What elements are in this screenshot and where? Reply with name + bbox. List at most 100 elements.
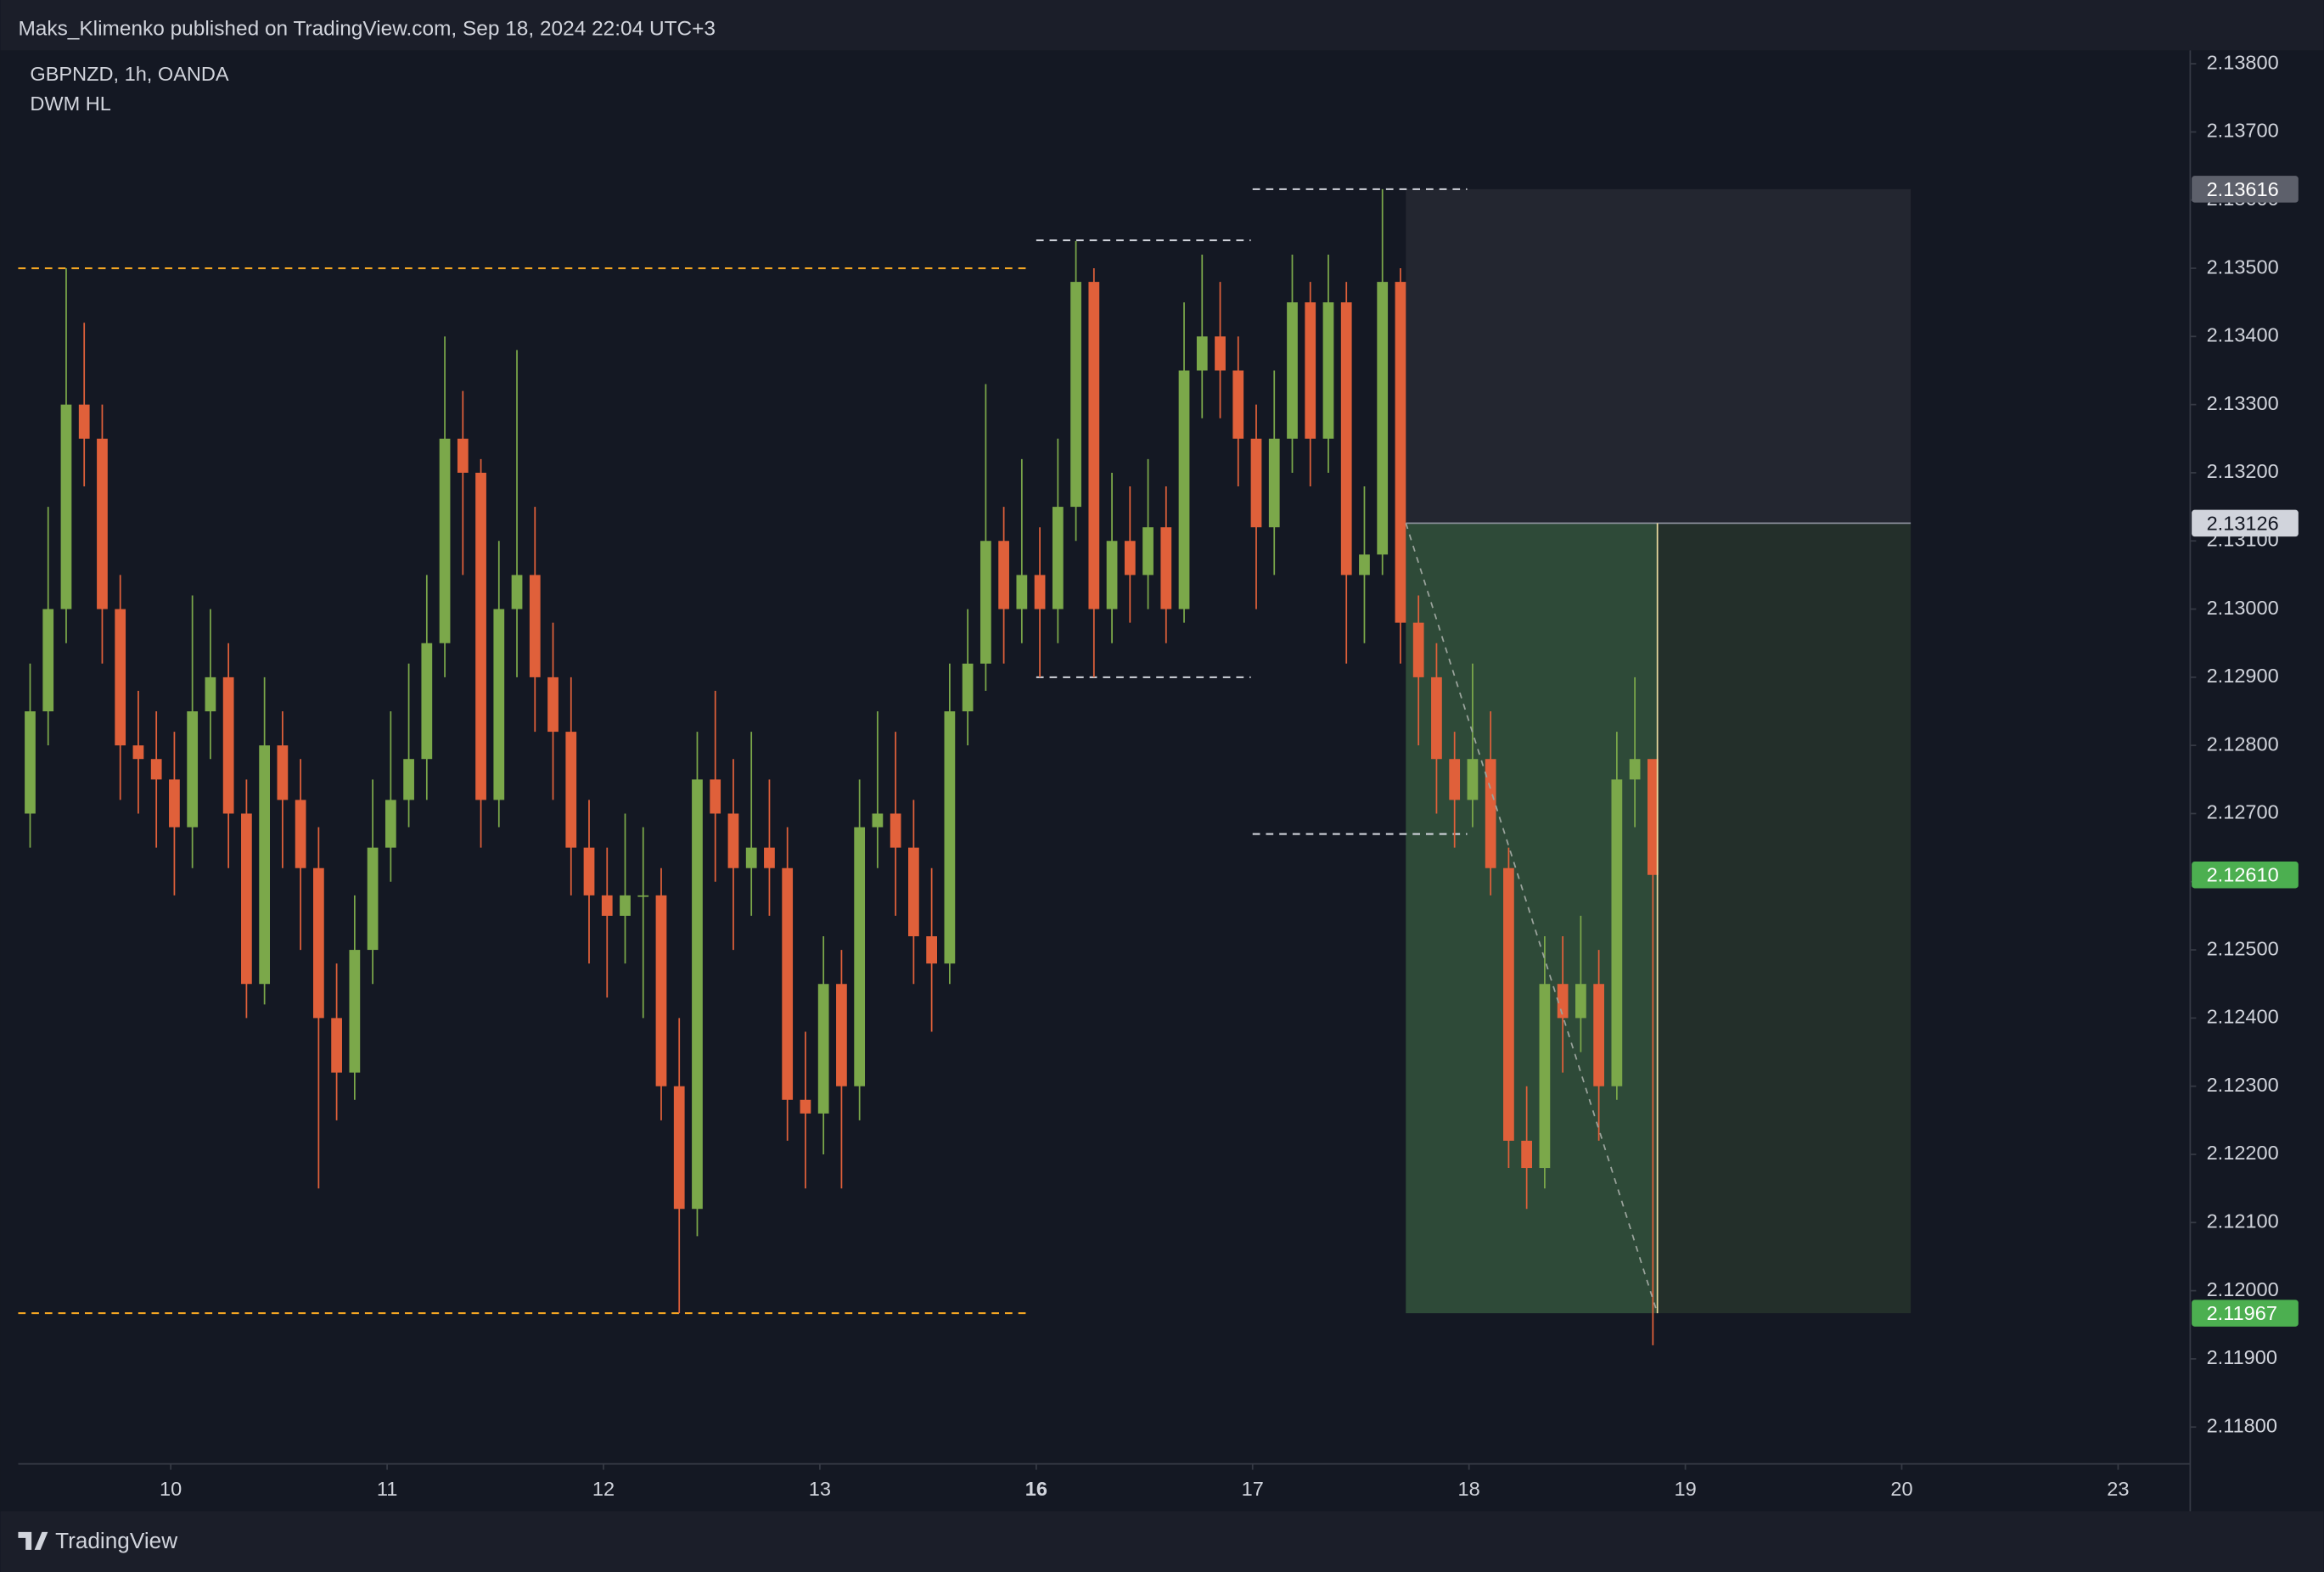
candle-body [457,438,469,473]
candle-body [1485,759,1496,868]
candle-body [655,895,667,1086]
candle-body [421,643,433,760]
candle-body [998,541,1009,609]
candle-body [800,1099,811,1114]
y-tick-label: 2.12100 [2207,1210,2279,1232]
candle-body [673,1086,685,1210]
candle-body [277,745,289,800]
candle-body [1539,984,1551,1169]
candle-body [25,711,36,814]
candle-body [205,677,216,712]
y-tick-label: 2.12700 [2207,801,2279,823]
candle-body [331,1018,342,1073]
candle-body [349,950,361,1073]
indicator-name: DWM HL [30,93,111,115]
candle-body [854,827,866,1086]
candle-body [1106,541,1118,609]
candle-body [1268,438,1280,528]
projection-line [1405,523,1659,1314]
candle-body [367,847,379,951]
x-tick-label: 11 [377,1478,397,1500]
y-tick-label: 2.13500 [2207,255,2279,278]
candle-body [1611,779,1623,1086]
candle-body [1160,527,1172,609]
candle-body [115,609,126,746]
candle-body [42,609,54,712]
y-tick-label: 2.12900 [2207,665,2279,687]
y-tick-label: 2.12500 [2207,937,2279,959]
candle-body [980,541,991,664]
entry-tag: 2.13126 [2207,512,2279,534]
candle-body [745,847,757,868]
candle-body [764,847,775,868]
candle-body [727,813,739,868]
target-tag: 2.11967 [2207,1302,2277,1324]
candle-body [1575,984,1586,1019]
candle-body [97,438,108,609]
candle-body [1629,759,1641,780]
candle-body [1232,370,1244,439]
candle-body [222,677,234,814]
candle-body [926,936,938,964]
y-tick-label: 2.12400 [2207,1006,2279,1028]
candle-body [1557,984,1569,1019]
last-price-tag-bg [2192,862,2299,889]
candle-body [1647,759,1659,875]
x-tick-label: 10 [160,1478,182,1500]
candle-body [187,711,199,828]
x-tick-label: 19 [1674,1478,1696,1500]
candle-body [817,984,829,1114]
candle-body [1340,302,1352,575]
candle-body [1521,1140,1533,1169]
candle-body [620,895,631,916]
candle-body [1449,759,1461,800]
candle-body [493,609,505,800]
candle-body [259,745,271,985]
candle-body [908,847,919,937]
footer-bar [0,1511,2324,1572]
candle-body [1088,282,1100,609]
candle-body [1305,302,1316,439]
stop-zone [1406,188,1911,524]
last-price-tag: 2.12610 [2207,864,2279,886]
entry-tag-bg [2192,509,2299,537]
candle-body [1124,541,1136,575]
y-tick-label: 2.13800 [2207,51,2279,73]
candle-body [565,732,577,848]
candle-body [403,759,414,800]
candle-body [60,404,72,609]
candle-body [511,575,523,609]
x-tick-label: 16 [1025,1478,1047,1500]
header-bar [0,0,2324,51]
y-tick-label: 2.12300 [2207,1074,2279,1096]
candle-body [962,663,974,712]
candle-body [150,759,162,780]
x-tick-label: 12 [592,1478,615,1500]
y-tick-label: 2.13000 [2207,597,2279,619]
y-tick-label: 2.11800 [2207,1414,2277,1436]
brand-logo: TradingView [18,1528,177,1553]
candle-body [1431,677,1442,760]
chart-title: GBPNZD, 1h, OANDA [30,63,229,85]
plot: 2.138002.137002.136002.135002.134002.133… [18,51,2279,1500]
candle-body [1052,507,1064,609]
candle-body [836,984,847,1086]
y-tick-label: 2.13400 [2207,324,2279,346]
y-tick-label: 2.13700 [2207,120,2279,142]
brand: TradingView [55,1528,177,1553]
candle-body [132,745,144,760]
credit: Maks_Klimenko published on TradingView.c… [18,17,716,40]
candle-body [1142,527,1154,575]
logo-icon [18,1531,48,1550]
candle-body [529,575,541,677]
y-tick-label: 2.12800 [2207,733,2279,755]
candle-body [312,867,324,1019]
candle-body [385,800,396,848]
candle-body [601,895,613,916]
candle-body [1070,282,1081,508]
candle-body [1503,867,1514,1141]
candle-body [78,404,90,439]
candle-body [1322,302,1334,439]
candle-body [295,800,306,868]
